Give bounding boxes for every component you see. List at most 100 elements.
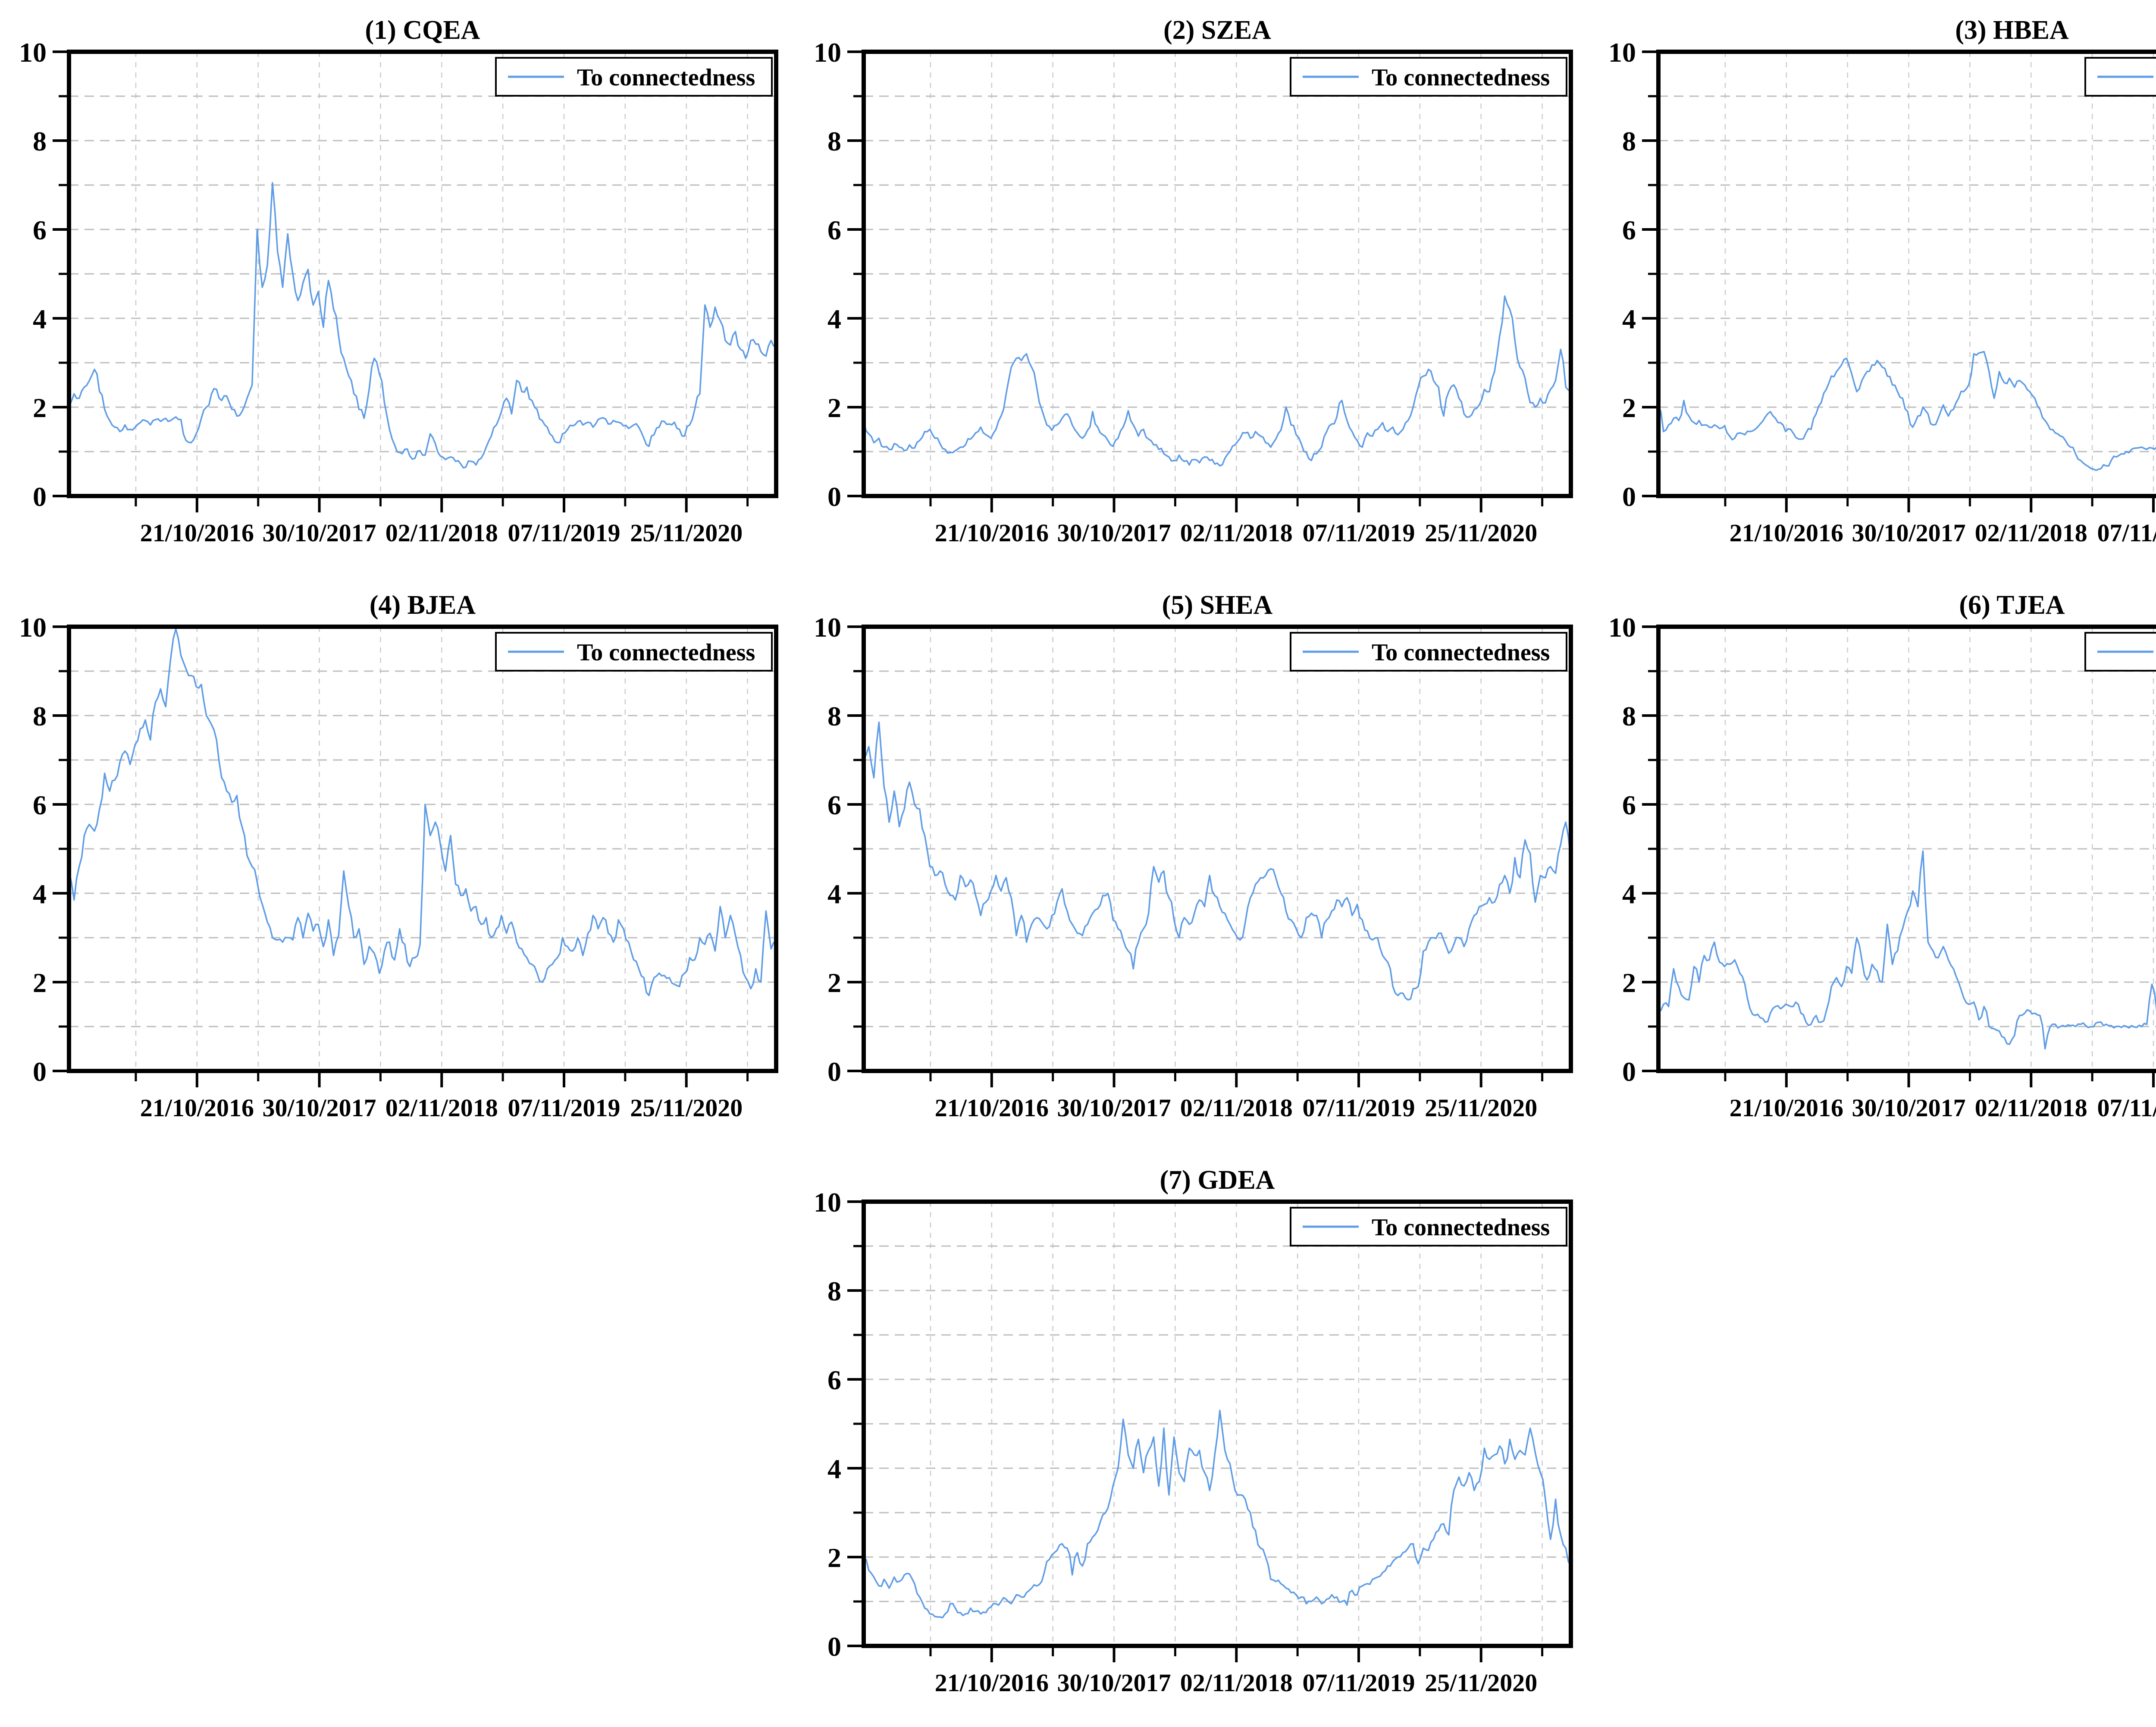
- y-axis-tick-label: 8: [1622, 701, 1636, 732]
- y-axis-tick-label: 10: [19, 37, 47, 68]
- chart-panel-2: 0 2 4 6 8 10 21/10/2016 30/10/2017 02/11/2018 07/…: [795, 0, 1589, 575]
- legend: To connectedness: [495, 632, 773, 672]
- plot-frame: [862, 625, 1573, 1073]
- y-axis-tick-label: 8: [1622, 126, 1636, 157]
- x-axis-tick-label: 02/11/2018: [1180, 1669, 1293, 1697]
- chart-title: (1) CQEA: [365, 16, 480, 45]
- legend-label: To connectedness: [1372, 639, 1550, 666]
- x-axis-tick-label: 21/10/2016: [935, 1669, 1049, 1697]
- x-axis-tick-label: 07/11/2019: [1302, 1669, 1415, 1697]
- x-axis-tick-label: 07/11/2019: [508, 1094, 620, 1122]
- chart-svg-7: 0 2 4 6 8 10 21/10/2016 30/10/2017 02/11/2018 07/…: [795, 1150, 1589, 1725]
- legend: To connectedness: [1290, 632, 1567, 672]
- y-axis-tick-label: 0: [1622, 1056, 1636, 1087]
- legend: To connectedness: [2084, 57, 2156, 97]
- plot-frame: [862, 50, 1573, 498]
- y-axis-tick-label: 2: [827, 392, 841, 423]
- x-axis-tick-label: 21/10/2016: [140, 519, 254, 547]
- y-axis-tick-label: 4: [827, 1454, 841, 1484]
- series-line-to-connectedness: [1658, 850, 2156, 1050]
- x-axis-tick-label: 30/10/2017: [1057, 1094, 1171, 1122]
- plot-frame: [1656, 50, 2156, 498]
- x-axis-tick-label: 02/11/2018: [1975, 519, 2087, 547]
- y-axis-tick-label: 4: [1622, 304, 1636, 334]
- legend-label: To connectedness: [1372, 1214, 1550, 1241]
- legend: To connectedness: [1290, 57, 1567, 97]
- x-axis-tick-label: 02/11/2018: [1180, 519, 1293, 547]
- x-axis-tick-label: 02/11/2018: [1975, 1094, 2087, 1122]
- y-axis-tick-label: 10: [1608, 612, 1636, 643]
- x-axis-tick-label: 30/10/2017: [1852, 1094, 1965, 1122]
- x-axis-tick-label: 30/10/2017: [1057, 519, 1171, 547]
- legend-label: To connectedness: [577, 64, 755, 91]
- panel-background: [1589, 575, 2156, 1150]
- y-axis-tick-label: 2: [827, 967, 841, 998]
- x-axis-tick-label: 07/11/2019: [2097, 1094, 2156, 1122]
- chart-panel-1: 0 2 4 6 8 10 21/10/2016 30/10/2017 02/11/2018 07/…: [0, 0, 795, 575]
- x-axis-tick-label: 30/10/2017: [262, 519, 376, 547]
- x-axis-tick-label: 25/11/2020: [1425, 519, 1537, 547]
- chart-panel-6: 0 2 4 6 8 10 21/10/2016 30/10/2017 02/11/2018 07/…: [1589, 575, 2156, 1150]
- y-axis-tick-label: 0: [827, 481, 841, 512]
- y-axis-tick-label: 10: [19, 612, 47, 643]
- y-axis-tick-label: 0: [33, 481, 47, 512]
- x-axis-tick-label: 21/10/2016: [140, 1094, 254, 1122]
- x-axis-tick-label: 25/11/2020: [1425, 1669, 1537, 1697]
- chart-svg-3: 0 2 4 6 8 10 21/10/2016 30/10/2017 02/11/2018 07/…: [1589, 0, 2156, 575]
- x-axis-tick-label: 07/11/2019: [1302, 519, 1415, 547]
- x-axis-tick-label: 07/11/2019: [2097, 519, 2156, 547]
- chart-svg-1: 0 2 4 6 8 10 21/10/2016 30/10/2017 02/11/2018 07/…: [0, 0, 795, 575]
- y-axis-tick-label: 6: [33, 215, 47, 245]
- x-axis-tick-label: 25/11/2020: [630, 1094, 743, 1122]
- x-axis-tick-label: 30/10/2017: [262, 1094, 376, 1122]
- series-line-to-connectedness: [68, 182, 777, 469]
- y-axis-tick-label: 8: [827, 701, 841, 732]
- y-axis-tick-label: 6: [827, 215, 841, 245]
- plot-frame: [67, 50, 778, 498]
- y-axis-tick-label: 8: [827, 1276, 841, 1306]
- plot-frame: [67, 625, 778, 1073]
- chart-title: (2) SZEA: [1163, 16, 1271, 45]
- y-axis-tick-label: 4: [33, 304, 47, 334]
- x-axis-tick-label: 21/10/2016: [935, 519, 1049, 547]
- legend-label: To connectedness: [577, 639, 755, 666]
- y-axis-tick-label: 0: [827, 1056, 841, 1087]
- chart-panel-5: 0 2 4 6 8 10 21/10/2016 30/10/2017 02/11/2018 07/…: [795, 575, 1589, 1150]
- legend: To connectedness: [495, 57, 773, 97]
- x-axis-tick-label: 02/11/2018: [1180, 1094, 1293, 1122]
- y-axis-tick-label: 0: [33, 1056, 47, 1087]
- y-axis-tick-label: 6: [1622, 215, 1636, 245]
- panel-background: [1589, 0, 2156, 575]
- chart-svg-2: 0 2 4 6 8 10 21/10/2016 30/10/2017 02/11/2018 07/…: [795, 0, 1589, 575]
- y-axis-tick-label: 10: [814, 612, 841, 643]
- y-axis-tick-label: 2: [33, 392, 47, 423]
- chart-title: (6) TJEA: [1959, 590, 2065, 620]
- plot-frame: [1656, 625, 2156, 1073]
- chart-title: (7) GDEA: [1160, 1165, 1275, 1195]
- series-line-to-connectedness: [68, 628, 777, 996]
- y-axis-tick-label: 0: [827, 1631, 841, 1662]
- y-axis-tick-label: 6: [33, 790, 47, 820]
- y-axis-tick-label: 2: [1622, 392, 1636, 423]
- y-axis-tick-label: 8: [33, 126, 47, 157]
- y-axis-tick-label: 2: [827, 1542, 841, 1573]
- series-line-to-connectedness: [863, 295, 1572, 467]
- x-axis-tick-label: 02/11/2018: [385, 1094, 498, 1122]
- y-axis-tick-label: 4: [827, 879, 841, 909]
- chart-panel-3: 0 2 4 6 8 10 21/10/2016 30/10/2017 02/11/2018 07/…: [1589, 0, 2156, 575]
- x-axis-tick-label: 21/10/2016: [935, 1094, 1049, 1122]
- y-axis-tick-label: 10: [1608, 37, 1636, 68]
- y-axis-tick-label: 6: [1622, 790, 1636, 820]
- y-axis-tick-label: 8: [33, 701, 47, 732]
- series-line-to-connectedness: [863, 1410, 1572, 1619]
- chart-svg-6: 0 2 4 6 8 10 21/10/2016 30/10/2017 02/11/2018 07/…: [1589, 575, 2156, 1150]
- x-axis-tick-label: 02/11/2018: [385, 519, 498, 547]
- x-axis-tick-label: 07/11/2019: [1302, 1094, 1415, 1122]
- x-axis-tick-label: 07/11/2019: [508, 519, 620, 547]
- chart-svg-5: 0 2 4 6 8 10 21/10/2016 30/10/2017 02/11/2018 07/…: [795, 575, 1589, 1150]
- y-axis-tick-label: 8: [827, 126, 841, 157]
- x-axis-tick-label: 25/11/2020: [1425, 1094, 1537, 1122]
- x-axis-tick-label: 30/10/2017: [1852, 519, 1965, 547]
- chart-title: (5) SHEA: [1162, 590, 1273, 620]
